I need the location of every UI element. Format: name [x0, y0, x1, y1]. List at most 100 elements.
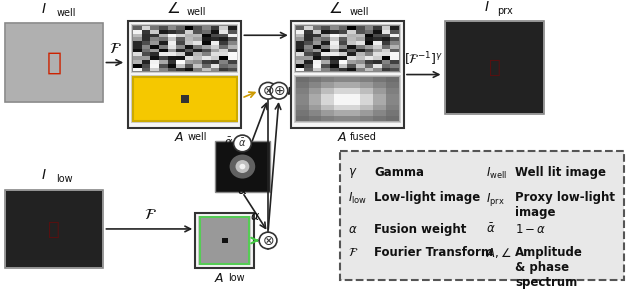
Bar: [348, 77, 360, 82]
Bar: [339, 64, 348, 67]
Text: Proxy low-light
image: Proxy low-light image: [515, 191, 616, 218]
Bar: [296, 41, 304, 45]
Bar: [373, 88, 386, 94]
Bar: [228, 56, 237, 60]
Bar: [382, 33, 390, 37]
Bar: [390, 26, 399, 30]
Bar: [360, 104, 373, 110]
Bar: [228, 52, 237, 56]
Bar: [348, 52, 356, 56]
Bar: [168, 41, 176, 45]
Bar: [296, 45, 304, 49]
Bar: [330, 56, 339, 60]
Bar: [365, 30, 373, 33]
Bar: [294, 24, 401, 73]
Text: $\alpha$: $\alpha$: [250, 210, 260, 223]
Bar: [133, 77, 237, 121]
Bar: [308, 99, 321, 104]
Bar: [185, 45, 193, 49]
Bar: [373, 77, 386, 82]
Bar: [348, 41, 356, 45]
Bar: [356, 49, 365, 52]
Bar: [141, 30, 150, 33]
Bar: [296, 52, 304, 56]
Bar: [228, 67, 237, 71]
Bar: [220, 26, 228, 30]
Bar: [211, 64, 220, 67]
Bar: [5, 190, 104, 268]
Text: $I$: $I$: [40, 2, 46, 16]
Text: $A$: $A$: [337, 131, 348, 144]
Bar: [313, 37, 321, 41]
Circle shape: [236, 160, 250, 173]
Bar: [176, 52, 185, 56]
Bar: [304, 56, 313, 60]
Text: Fusion weight: Fusion weight: [374, 223, 467, 236]
Bar: [390, 37, 399, 41]
Bar: [128, 21, 241, 128]
Text: $I_{\mathrm{well}}$: $I_{\mathrm{well}}$: [486, 166, 507, 181]
Bar: [339, 33, 348, 37]
Bar: [141, 41, 150, 45]
Bar: [220, 67, 228, 71]
Bar: [185, 49, 193, 52]
Bar: [159, 37, 168, 41]
Bar: [321, 77, 335, 82]
Circle shape: [259, 82, 277, 99]
Bar: [296, 99, 308, 104]
Bar: [382, 67, 390, 71]
Text: $I$: $I$: [484, 0, 490, 14]
Bar: [159, 41, 168, 45]
Bar: [168, 33, 176, 37]
Bar: [211, 41, 220, 45]
Bar: [168, 37, 176, 41]
Bar: [321, 99, 335, 104]
Text: fused: fused: [350, 132, 377, 142]
Bar: [296, 67, 304, 71]
Bar: [185, 33, 193, 37]
Bar: [365, 49, 373, 52]
Bar: [390, 52, 399, 56]
Bar: [330, 60, 339, 64]
Bar: [193, 64, 202, 67]
Bar: [141, 60, 150, 64]
Bar: [382, 37, 390, 41]
Bar: [296, 56, 304, 60]
Bar: [382, 60, 390, 64]
Bar: [141, 67, 150, 71]
Bar: [321, 41, 330, 45]
Bar: [228, 45, 237, 49]
Bar: [313, 60, 321, 64]
Bar: [220, 33, 228, 37]
Bar: [335, 110, 348, 116]
Bar: [339, 26, 348, 30]
Text: prx: prx: [497, 6, 513, 16]
Bar: [150, 67, 159, 71]
Bar: [159, 64, 168, 67]
Bar: [321, 116, 335, 121]
Bar: [193, 67, 202, 71]
Bar: [296, 26, 304, 30]
Bar: [382, 45, 390, 49]
Bar: [382, 52, 390, 56]
Bar: [360, 88, 373, 94]
Bar: [296, 82, 308, 88]
Bar: [321, 94, 335, 99]
Bar: [348, 82, 360, 88]
Bar: [313, 49, 321, 52]
Bar: [176, 64, 185, 67]
Text: 🚲: 🚲: [489, 58, 500, 77]
Bar: [446, 22, 543, 113]
Bar: [373, 33, 382, 37]
Bar: [356, 60, 365, 64]
Bar: [168, 52, 176, 56]
Bar: [159, 33, 168, 37]
Bar: [356, 26, 365, 30]
Bar: [150, 56, 159, 60]
Bar: [373, 49, 382, 52]
Bar: [308, 77, 321, 82]
Bar: [373, 30, 382, 33]
Bar: [321, 49, 330, 52]
Bar: [365, 52, 373, 56]
Bar: [304, 45, 313, 49]
